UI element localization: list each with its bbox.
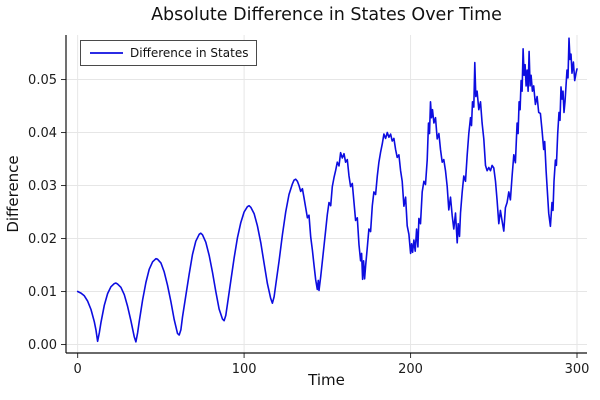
legend-line-sample <box>90 52 123 54</box>
y-tick-label: 0.03 <box>28 179 57 194</box>
x-tick-label: 100 <box>232 362 257 377</box>
x-tick-label: 300 <box>565 362 590 377</box>
y-tick-label: 0.02 <box>28 232 57 247</box>
y-tick-label: 0.01 <box>28 285 57 300</box>
legend-box: Difference in States <box>80 40 258 66</box>
y-tick-label: 0.00 <box>28 338 57 353</box>
difference-line <box>76 37 578 343</box>
legend-label: Difference in States <box>130 46 249 60</box>
x-tick-label: 0 <box>74 362 82 377</box>
x-axis-label: Time <box>308 371 345 389</box>
y-tick-label: 0.04 <box>28 126 57 141</box>
y-axis-label: Difference <box>4 155 22 233</box>
x-tick-label: 200 <box>398 362 423 377</box>
chart-title: Absolute Difference in States Over Time <box>151 5 502 25</box>
y-tick-label: 0.05 <box>28 73 57 88</box>
